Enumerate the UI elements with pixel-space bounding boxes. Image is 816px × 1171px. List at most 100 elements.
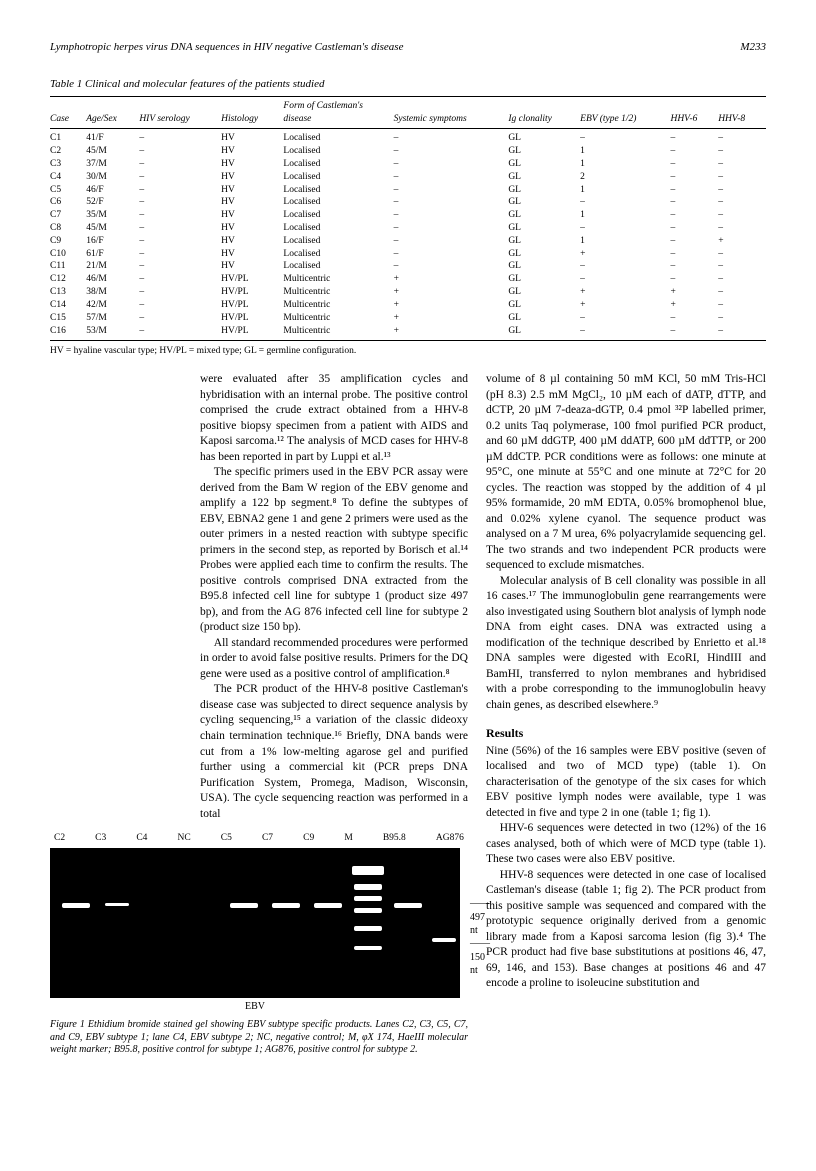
table-cell: 30/M bbox=[86, 171, 139, 184]
page-number: M233 bbox=[740, 40, 766, 55]
table-cell: – bbox=[580, 222, 670, 235]
gel-image bbox=[50, 848, 460, 998]
table-row: C735/M–HVLocalised–GL1–– bbox=[50, 209, 766, 222]
lane-c7: C7 bbox=[262, 832, 273, 845]
table-cell: – bbox=[394, 209, 509, 222]
table-cell: 35/M bbox=[86, 209, 139, 222]
table-cell: HV/PL bbox=[221, 299, 283, 312]
left-column: were evaluated after 35 amplification cy… bbox=[50, 372, 468, 1057]
table-cell: – bbox=[718, 209, 766, 222]
table-cell: HV bbox=[221, 158, 283, 171]
table-cell: – bbox=[394, 222, 509, 235]
table-cell: 2 bbox=[580, 171, 670, 184]
table-cell: GL bbox=[508, 209, 580, 222]
table-cell: 61/F bbox=[86, 248, 139, 261]
table-cell: GL bbox=[508, 145, 580, 158]
table-cell: 46/M bbox=[86, 273, 139, 286]
table-cell: – bbox=[718, 129, 766, 145]
table-row: C1338/M–HV/PLMulticentric+GL++– bbox=[50, 286, 766, 299]
table-cell: C14 bbox=[50, 299, 86, 312]
band-c5 bbox=[230, 903, 258, 908]
table-cell: 37/M bbox=[86, 158, 139, 171]
table-cell: 38/M bbox=[86, 286, 139, 299]
table-cell: – bbox=[394, 129, 509, 145]
table-row: C916/F–HVLocalised–GL1–+ bbox=[50, 235, 766, 248]
running-title: Lymphotropic herpes virus DNA sequences … bbox=[50, 40, 403, 55]
right-p5: HHV-8 sequences were detected in one cas… bbox=[486, 868, 766, 992]
table-row: C546/F–HVLocalised–GL1–– bbox=[50, 184, 766, 197]
table-cell: – bbox=[394, 171, 509, 184]
th-ebv: EBV (type 1/2) bbox=[580, 96, 670, 129]
table-cell: 21/M bbox=[86, 260, 139, 273]
table-cell: C8 bbox=[50, 222, 86, 235]
table-cell: 52/F bbox=[86, 196, 139, 209]
th-symp: Systemic symptoms bbox=[394, 96, 509, 129]
table-cell: – bbox=[670, 235, 718, 248]
table-cell: – bbox=[670, 325, 718, 341]
table-cell: Localised bbox=[283, 222, 393, 235]
table-cell: HV/PL bbox=[221, 273, 283, 286]
table-cell: Localised bbox=[283, 184, 393, 197]
left-p2: The specific primers used in the EBV PCR… bbox=[200, 465, 468, 636]
table-cell: GL bbox=[508, 171, 580, 184]
table-cell: C10 bbox=[50, 248, 86, 261]
table-cell: – bbox=[139, 312, 221, 325]
table-row: C1061/F–HVLocalised–GL+–– bbox=[50, 248, 766, 261]
table-cell: – bbox=[718, 145, 766, 158]
table-cell: – bbox=[718, 184, 766, 197]
table-cell: HV bbox=[221, 260, 283, 273]
table-cell: HV bbox=[221, 129, 283, 145]
table-cell: C15 bbox=[50, 312, 86, 325]
table-cell: HV bbox=[221, 145, 283, 158]
table-cell: HV bbox=[221, 171, 283, 184]
table-cell: 41/F bbox=[86, 129, 139, 145]
table-cell: GL bbox=[508, 273, 580, 286]
th-hhv6: HHV-6 bbox=[670, 96, 718, 129]
table-cell: C6 bbox=[50, 196, 86, 209]
table-cell: GL bbox=[508, 196, 580, 209]
table-cell: – bbox=[670, 158, 718, 171]
table-cell: Localised bbox=[283, 209, 393, 222]
table-cell: – bbox=[139, 184, 221, 197]
table-cell: Localised bbox=[283, 235, 393, 248]
table-cell: C3 bbox=[50, 158, 86, 171]
table-cell: + bbox=[394, 273, 509, 286]
table-cell: – bbox=[718, 158, 766, 171]
table-cell: – bbox=[718, 312, 766, 325]
table-cell: – bbox=[394, 260, 509, 273]
table-cell: Localised bbox=[283, 158, 393, 171]
lane-c3: C3 bbox=[95, 832, 106, 845]
band-m5 bbox=[354, 926, 382, 931]
table-cell: HV/PL bbox=[221, 312, 283, 325]
table-cell: + bbox=[394, 299, 509, 312]
table-cell: – bbox=[670, 171, 718, 184]
table-cell: – bbox=[670, 248, 718, 261]
table-cell: + bbox=[670, 286, 718, 299]
table-cell: HV bbox=[221, 235, 283, 248]
table-cell: HV bbox=[221, 222, 283, 235]
table-cell: – bbox=[718, 325, 766, 341]
table-cell: C7 bbox=[50, 209, 86, 222]
band-m2 bbox=[354, 884, 382, 890]
table-cell: – bbox=[718, 222, 766, 235]
table-cell: – bbox=[580, 196, 670, 209]
table-cell: + bbox=[394, 286, 509, 299]
table-cell: HV/PL bbox=[221, 325, 283, 341]
table-cell: – bbox=[139, 145, 221, 158]
table-cell: GL bbox=[508, 158, 580, 171]
table-cell: – bbox=[670, 273, 718, 286]
th-hiv: HIV serology bbox=[139, 96, 221, 129]
table-cell: – bbox=[394, 158, 509, 171]
table-cell: – bbox=[670, 260, 718, 273]
table-cell: HV/PL bbox=[221, 286, 283, 299]
table-cell: GL bbox=[508, 260, 580, 273]
table-cell: – bbox=[580, 312, 670, 325]
table-cell: – bbox=[670, 184, 718, 197]
table-row: C1246/M–HV/PLMulticentric+GL––– bbox=[50, 273, 766, 286]
table-cell: Multicentric bbox=[283, 299, 393, 312]
left-p4: The PCR product of the HHV-8 positive Ca… bbox=[200, 682, 468, 822]
gel-lane-labels: C2 C3 C4 NC C5 C7 C9 M B95.8 AG876 bbox=[50, 832, 468, 848]
table-row: C845/M–HVLocalised–GL––– bbox=[50, 222, 766, 235]
table-cell: – bbox=[670, 312, 718, 325]
table-cell: 1 bbox=[580, 145, 670, 158]
